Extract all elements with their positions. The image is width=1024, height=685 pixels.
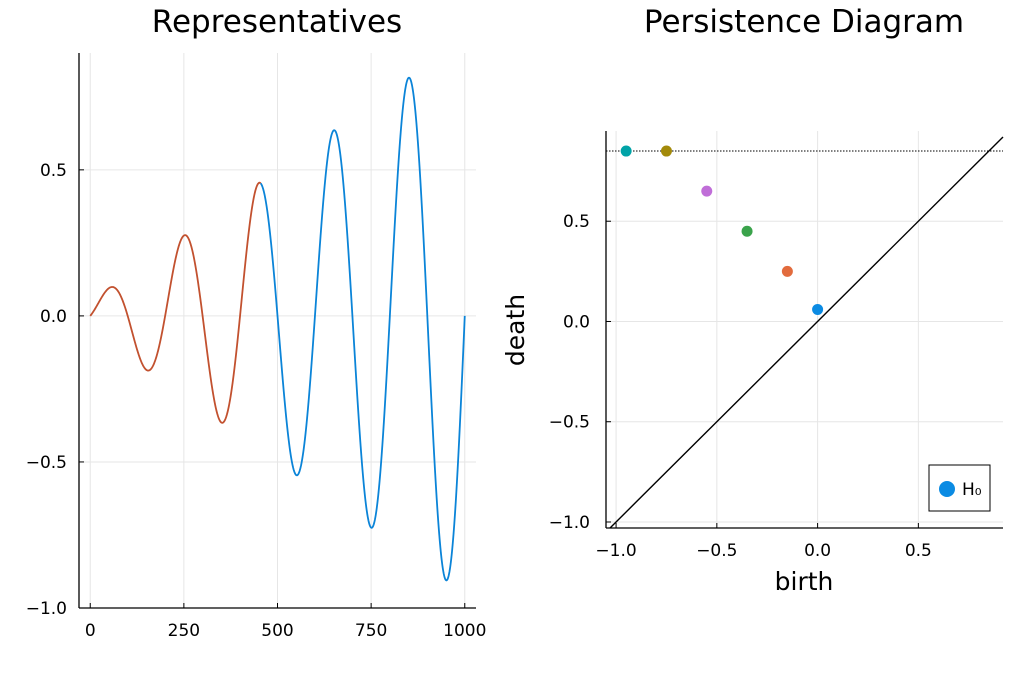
persistence-point (701, 185, 713, 197)
right-chart-title: Persistence Diagram (644, 4, 964, 40)
representatives-chart: Representatives 0 250 500 750 1000 −1.0 −0.5 0.… (26, 4, 487, 641)
right-x-tick-label: 0.5 (905, 541, 932, 561)
persistence-point (741, 225, 753, 237)
left-y-tick-label: −0.5 (26, 453, 67, 473)
left-x-tick-label: 500 (261, 621, 293, 641)
persistence-point (620, 145, 632, 157)
persistence-point (660, 145, 672, 157)
left-x-tick-label: 750 (355, 621, 387, 641)
right-x-tick-label: 0.0 (804, 541, 831, 561)
persistence-diagram-chart: Persistence Diagram −1.0 −0.5 0.0 0.5 −1.0 −0… (501, 4, 1004, 596)
left-y-tick-label: 0.0 (40, 307, 67, 327)
left-x-tick-label: 250 (168, 621, 200, 641)
left-gridlines (79, 53, 476, 609)
right-y-tick-label: −0.5 (549, 413, 590, 433)
right-ticks: −1.0 −0.5 0.0 0.5 −1.0 −0.5 0.0 0.5 (549, 212, 932, 561)
left-chart-title: Representatives (152, 4, 402, 40)
right-y-label: death (501, 294, 530, 366)
legend-label: H₀ (962, 480, 982, 500)
left-x-tick-label: 0 (85, 621, 96, 641)
right-gridlines (606, 131, 1003, 528)
right-x-label: birth (775, 567, 834, 596)
left-curve-group (89, 76, 466, 582)
persistence-point (781, 265, 793, 277)
left-y-tick-label: −1.0 (26, 599, 67, 619)
legend: H₀ (928, 464, 991, 512)
right-y-tick-label: 0.0 (563, 312, 590, 332)
left-ticks: 0 250 500 750 1000 −1.0 −0.5 0.0 0.5 (26, 161, 487, 641)
left-y-tick-label: 0.5 (40, 161, 67, 181)
diagonal-line (609, 136, 1004, 529)
left-x-tick-label: 1000 (443, 621, 486, 641)
right-y-tick-label: −1.0 (549, 513, 590, 533)
right-points (620, 145, 824, 315)
legend-marker (939, 481, 955, 497)
right-y-tick-label: 0.5 (563, 212, 590, 232)
signal-segment (259, 76, 466, 582)
representative-segment (89, 181, 262, 424)
persistence-point (812, 303, 824, 315)
right-x-tick-label: −1.0 (595, 541, 636, 561)
right-x-tick-label: −0.5 (696, 541, 737, 561)
